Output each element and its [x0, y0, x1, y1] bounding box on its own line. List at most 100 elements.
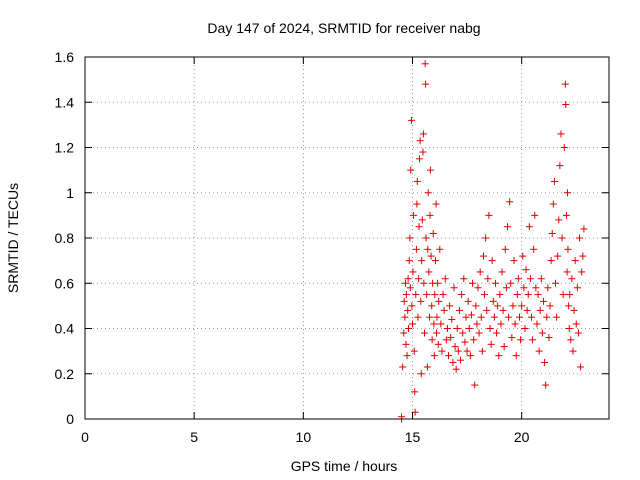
data-point [546, 302, 554, 310]
data-point [540, 297, 547, 305]
data-point [433, 329, 441, 337]
data-point [472, 302, 480, 310]
data-point [454, 347, 462, 355]
data-point [474, 284, 482, 292]
x-axis-label: GPS time / hours [291, 458, 398, 474]
data-point [475, 329, 483, 337]
data-point [414, 313, 422, 321]
data-point [402, 291, 410, 299]
data-point [511, 320, 519, 328]
data-point [400, 297, 408, 305]
data-point [431, 291, 439, 299]
data-point [554, 252, 562, 260]
data-point [418, 257, 426, 265]
data-point [565, 325, 573, 332]
data-point [503, 223, 511, 231]
data-point [527, 313, 535, 321]
y-tick-label: 0.2 [55, 366, 75, 382]
x-tick-label: 15 [405, 429, 421, 445]
data-point [570, 306, 578, 314]
data-point [421, 60, 429, 68]
data-point [423, 291, 431, 299]
x-tick-label: 5 [190, 429, 198, 445]
data-point [486, 325, 494, 332]
data-point [425, 268, 433, 276]
data-point [574, 329, 582, 337]
data-point [536, 306, 544, 314]
data-point [437, 320, 445, 328]
data-point [431, 257, 439, 265]
data-point [404, 306, 412, 314]
data-point [415, 155, 423, 163]
grid-lines [85, 57, 609, 419]
data-point [402, 340, 410, 348]
data-point [413, 200, 421, 208]
chart-title: Day 147 of 2024, SRMTID for receiver nab… [207, 20, 480, 36]
data-point [479, 252, 487, 260]
data-point [489, 297, 497, 305]
data-point [510, 257, 518, 265]
data-point [410, 211, 418, 219]
data-point [499, 306, 507, 314]
data-point [465, 325, 473, 332]
data-point [429, 229, 437, 237]
data-point [436, 245, 444, 253]
data-point [455, 306, 463, 314]
data-point [448, 315, 456, 323]
y-tick-label: 1.4 [55, 94, 75, 110]
data-point [407, 166, 415, 174]
data-point [500, 343, 508, 351]
y-tick-label: 1 [66, 185, 74, 201]
data-point [538, 329, 546, 337]
data-point [495, 352, 503, 360]
data-point [566, 291, 574, 299]
data-point [401, 313, 409, 321]
data-point [405, 257, 413, 265]
data-point [417, 370, 425, 378]
data-point [571, 257, 579, 265]
data-point [507, 279, 515, 287]
data-point [422, 80, 430, 88]
data-point [411, 388, 419, 396]
data-point [565, 302, 573, 310]
data-points [398, 60, 588, 423]
data-point [433, 313, 441, 321]
data-point [446, 302, 454, 310]
data-point [420, 279, 428, 287]
data-point [518, 302, 526, 310]
data-point [434, 340, 442, 348]
data-point [442, 336, 450, 344]
data-point [418, 216, 426, 224]
data-point [520, 284, 528, 292]
data-point [559, 291, 567, 299]
data-point [501, 245, 509, 253]
data-point [412, 245, 420, 253]
data-point [451, 343, 459, 351]
data-point [578, 268, 586, 276]
data-point [564, 245, 572, 253]
data-point [435, 297, 443, 305]
data-point [553, 313, 561, 321]
data-point [426, 166, 434, 174]
data-point [417, 297, 425, 305]
data-point [541, 358, 549, 366]
data-point [514, 275, 522, 283]
data-point [494, 302, 502, 310]
data-point [399, 363, 407, 371]
data-point [478, 347, 486, 355]
data-point [416, 137, 424, 145]
data-point [415, 223, 423, 231]
data-point [572, 320, 580, 328]
data-point [580, 225, 588, 233]
data-point [443, 325, 451, 332]
data-point [485, 211, 493, 219]
data-point [484, 275, 492, 283]
data-point [423, 363, 431, 371]
data-point [502, 284, 510, 292]
data-point [450, 284, 458, 292]
data-point [476, 268, 484, 276]
data-point [460, 275, 468, 283]
x-tick-label: 0 [81, 429, 89, 445]
data-point [543, 313, 551, 321]
